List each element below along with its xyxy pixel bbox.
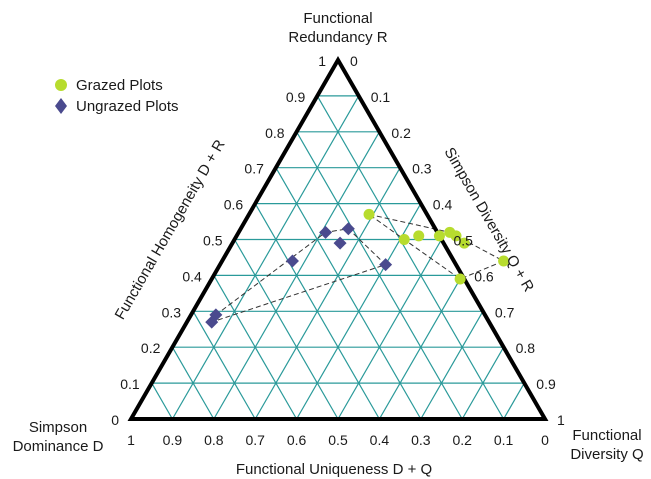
- right-tick-label: 0.4: [433, 197, 453, 213]
- left-tick-label: 0: [111, 412, 119, 428]
- grazed-point: [363, 208, 375, 220]
- right-tick-label: 0: [350, 53, 358, 69]
- grid-line: [503, 382, 525, 420]
- right-tick-label: 0.9: [536, 376, 556, 392]
- grid-line: [337, 239, 443, 420]
- bottom-tick-label: 0.1: [494, 432, 514, 448]
- legend-label-grazed: Grazed Plots: [76, 77, 163, 94]
- hull-ungrazed: [210, 228, 387, 323]
- grid-line: [151, 382, 173, 420]
- grazed-point: [398, 234, 410, 245]
- right-tick-label: 0.6: [474, 268, 494, 284]
- grid-line: [275, 167, 422, 420]
- grazed-point: [413, 230, 425, 242]
- grazed-point: [498, 255, 510, 267]
- legend-marker-grazed: [55, 79, 67, 91]
- left-tick-label: 0.7: [244, 161, 264, 177]
- vertex-label-top-line2: Redundancy R: [288, 29, 387, 46]
- bottom-tick-label: 0.7: [245, 432, 265, 448]
- left-tick-label: 0.6: [224, 197, 244, 213]
- grazed-point: [458, 237, 470, 249]
- right-tick-label: 0.1: [371, 89, 391, 105]
- axis-title-left: Functional Homogeneity D + R: [112, 137, 229, 323]
- axis-title-bottom: Functional Uniqueness D + Q: [236, 461, 432, 478]
- left-tick-label: 0.2: [141, 340, 161, 356]
- tick-labels: 1 010.9 0.10.90.8 0.20.80.7 0.30.70.6 0.40.60…: [111, 53, 565, 448]
- left-tick-label: 0.1: [120, 376, 140, 392]
- grazed-point: [433, 230, 445, 242]
- grazed-point: [450, 230, 462, 242]
- right-tick-label: 1: [557, 412, 565, 428]
- bottom-tick-label: 0.3: [411, 432, 431, 448]
- grid-line: [461, 346, 505, 420]
- grid-line: [378, 275, 463, 420]
- right-tick-label: 0.8: [516, 340, 536, 356]
- data-points: [205, 208, 510, 329]
- bottom-tick-label: 0.8: [204, 432, 224, 448]
- left-tick-label: 0.3: [162, 304, 182, 320]
- left-tick-label: 1: [318, 53, 326, 69]
- grazed-point: [454, 273, 466, 285]
- ungrazed-point: [333, 236, 347, 250]
- grid-line: [171, 95, 360, 420]
- vertex-label-left-line2: Dominance D: [13, 438, 104, 455]
- ungrazed-point: [379, 258, 393, 272]
- grid-line: [213, 275, 298, 420]
- vertex-label-right-line1: Functional: [572, 427, 641, 444]
- bottom-tick-label: 0.4: [370, 432, 390, 448]
- grid-line: [254, 167, 401, 420]
- grid-lines: [151, 95, 525, 420]
- vertex-label-right-line2: Diversity Q: [570, 446, 643, 463]
- legend-marker-ungrazed: [55, 98, 67, 114]
- right-tick-label: 0.3: [412, 161, 432, 177]
- legend: Grazed Plots Ungrazed Plots: [55, 77, 179, 115]
- grid-line: [192, 311, 256, 420]
- right-tick-label: 0.5: [454, 233, 474, 249]
- vertex-label-left-line1: Simpson: [29, 419, 87, 436]
- grid-line: [233, 239, 339, 420]
- bottom-tick-label: 0.6: [287, 432, 307, 448]
- ungrazed-point: [341, 222, 355, 236]
- ungrazed-point: [319, 225, 333, 239]
- legend-label-ungrazed: Ungrazed Plots: [76, 98, 179, 115]
- vertex-label-top-line1: Functional: [303, 10, 372, 27]
- left-tick-label: 0.9: [286, 89, 306, 105]
- right-tick-label: 0.7: [495, 304, 515, 320]
- left-tick-label: 0.8: [265, 125, 285, 141]
- bottom-tick-label: 0: [541, 432, 549, 448]
- grid-line: [316, 95, 505, 420]
- left-tick-label: 0.5: [203, 233, 223, 249]
- ungrazed-point: [285, 254, 299, 268]
- bottom-tick-label: 0.2: [452, 432, 472, 448]
- vertex-label-left: Simpson Dominance D: [13, 419, 104, 455]
- grid-line: [420, 311, 484, 420]
- ungrazed-point: [205, 315, 219, 329]
- vertex-label-right: Functional Diversity Q: [570, 427, 643, 463]
- bottom-tick-label: 0.5: [328, 432, 348, 448]
- left-tick-label: 0.4: [182, 268, 202, 284]
- grid-line: [171, 346, 215, 420]
- vertex-label-top: Functional Redundancy R: [288, 10, 387, 46]
- bottom-tick-label: 1: [127, 432, 135, 448]
- right-tick-label: 0.2: [391, 125, 411, 141]
- bottom-tick-label: 0.9: [163, 432, 183, 448]
